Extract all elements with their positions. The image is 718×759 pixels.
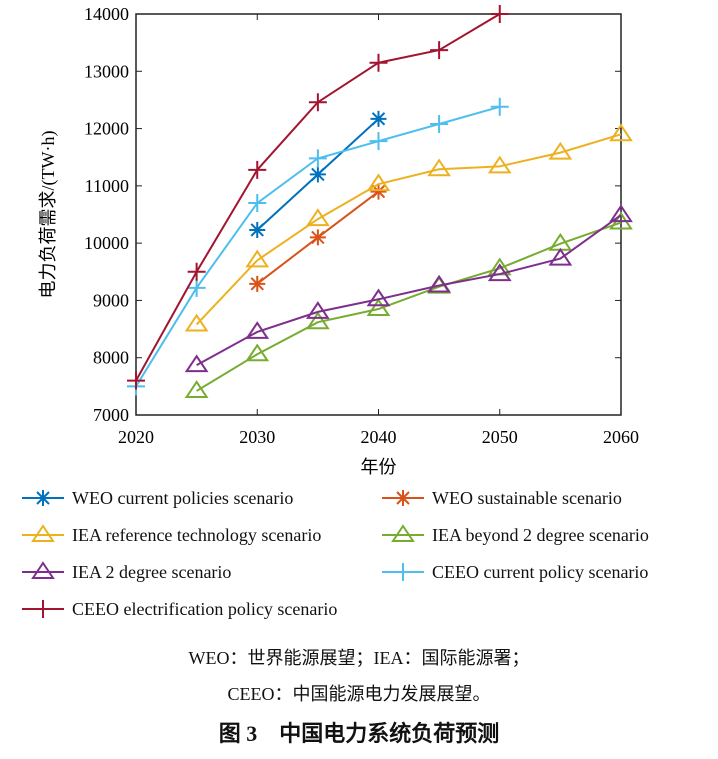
triangle-marker xyxy=(184,313,209,332)
series-line xyxy=(196,221,622,392)
series-2 xyxy=(184,123,633,332)
asterisk-marker xyxy=(370,183,387,200)
legend-label: IEA beyond 2 degree scenario xyxy=(432,524,649,545)
y-tick-label: 9000 xyxy=(93,290,129,310)
triangle-marker xyxy=(548,141,573,160)
asterisk-marker xyxy=(249,221,266,238)
series-3 xyxy=(184,211,633,398)
legend-label: IEA reference technology scenario xyxy=(72,524,322,545)
plus-marker xyxy=(490,97,509,116)
legend-item: IEA reference technology scenario xyxy=(20,523,321,547)
triangle-marker xyxy=(31,561,55,579)
triangle-marker xyxy=(245,321,270,339)
plus-marker xyxy=(369,53,388,72)
legend-swatch xyxy=(382,563,424,581)
plus-marker xyxy=(127,371,145,390)
legend-swatch xyxy=(22,524,64,542)
legend-item: IEA 2 degree scenario xyxy=(20,560,231,584)
triangle-marker xyxy=(427,274,451,293)
series-line xyxy=(196,214,622,367)
series-6 xyxy=(127,5,509,390)
triangle-marker xyxy=(184,354,209,373)
legend-swatch xyxy=(22,490,64,506)
legend-label: CEEO current policy scenario xyxy=(432,561,649,582)
series-1 xyxy=(249,183,387,292)
triangle-marker xyxy=(487,155,512,174)
x-tick-label: 2030 xyxy=(239,427,275,447)
series-5 xyxy=(127,97,509,396)
caption-line-1: WEO：世界能源展望；IEA：国际能源署； xyxy=(188,648,530,668)
chart: 2020 2030 2040 2050 2060 7000 8000 9000 10000 110… xyxy=(38,4,639,477)
y-tick-label: 11000 xyxy=(85,176,129,196)
triangle-marker xyxy=(427,158,451,177)
series-line xyxy=(135,105,501,387)
plus-marker xyxy=(394,563,412,581)
legend-label: IEA 2 degree scenario xyxy=(72,561,232,582)
y-tick-label: 13000 xyxy=(84,61,129,81)
asterisk-marker xyxy=(309,166,326,183)
y-tick-label: 8000 xyxy=(93,348,129,368)
legend-swatch xyxy=(22,600,64,618)
y-tick-label: 10000 xyxy=(84,233,129,253)
plus-marker xyxy=(248,194,267,213)
x-axis-label: 年份 xyxy=(361,457,397,477)
plus-marker xyxy=(430,114,449,133)
series-line xyxy=(195,133,622,326)
x-tick-label: 2020 xyxy=(118,427,154,447)
legend-label: WEO current policies scenario xyxy=(72,487,294,508)
plus-marker xyxy=(34,600,52,618)
triangle-marker xyxy=(306,208,330,227)
plus-marker xyxy=(187,262,206,281)
triangle-marker xyxy=(306,311,330,330)
x-tick-label: 2060 xyxy=(603,427,639,447)
plus-marker xyxy=(490,5,509,23)
triangle-marker xyxy=(245,249,270,268)
asterisk-marker xyxy=(35,490,51,506)
legend-swatch xyxy=(22,561,64,579)
legend-item: WEO sustainable scenario xyxy=(380,486,622,510)
legend-item: WEO current policies scenario xyxy=(20,486,293,510)
plus-marker xyxy=(308,93,327,112)
plus-marker xyxy=(248,160,267,179)
triangle-marker xyxy=(391,524,415,542)
triangle-marker xyxy=(31,524,55,542)
legend-label: CEEO electrification policy scenario xyxy=(72,598,338,619)
legend-item: IEA beyond 2 degree scenario xyxy=(380,523,649,547)
triangle-marker xyxy=(184,380,209,398)
series-0 xyxy=(249,110,387,238)
y-tick-label: 12000 xyxy=(84,119,129,139)
triangle-marker xyxy=(306,301,330,319)
y-tick-label: 14000 xyxy=(84,4,129,24)
legend-swatch xyxy=(382,490,424,506)
figure-title: 图 3 中国电力系统负荷预测 xyxy=(218,721,500,746)
y-tick-label: 7000 xyxy=(93,405,129,425)
triangle-marker xyxy=(609,123,633,142)
plus-marker xyxy=(187,278,206,297)
caption-line-2: CEEO：中国能源电力发展展望。 xyxy=(227,684,491,704)
plus-marker xyxy=(430,41,449,60)
asterisk-marker xyxy=(370,110,387,127)
y-axis-label: 电力负荷需求/(TW·h) xyxy=(38,131,59,299)
triangle-marker xyxy=(487,263,512,282)
triangle-marker xyxy=(366,288,391,307)
plot-frame xyxy=(135,13,622,416)
triangle-marker xyxy=(366,298,391,317)
series-4 xyxy=(184,204,633,373)
plus-marker xyxy=(308,149,327,168)
legend-swatch xyxy=(382,524,424,542)
triangle-marker xyxy=(609,204,633,223)
triangle-marker xyxy=(548,247,573,266)
legend-label: WEO sustainable scenario xyxy=(432,487,622,508)
legend-item: CEEO electrification policy scenario xyxy=(20,597,337,621)
x-tick-label: 2050 xyxy=(482,427,518,447)
asterisk-marker xyxy=(309,229,326,246)
triangle-marker xyxy=(245,343,270,362)
asterisk-marker xyxy=(249,275,266,292)
plus-marker xyxy=(369,132,388,151)
asterisk-marker xyxy=(395,490,411,506)
legend-item: CEEO current policy scenario xyxy=(380,560,648,584)
x-tick-label: 2040 xyxy=(361,427,397,447)
triangle-marker xyxy=(366,173,391,192)
